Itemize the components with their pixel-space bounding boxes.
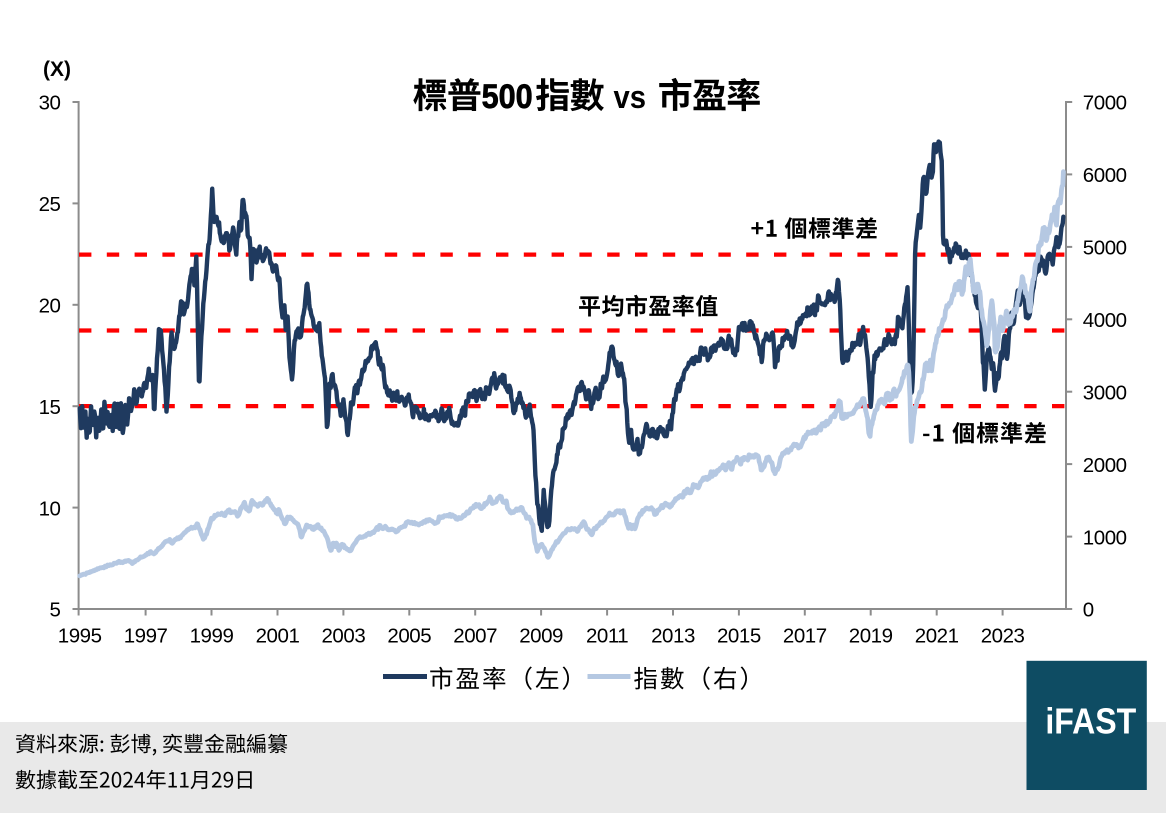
- svg-text:4000: 4000: [1083, 309, 1127, 332]
- svg-text:2005: 2005: [387, 625, 431, 648]
- svg-text:2023: 2023: [981, 625, 1025, 648]
- svg-text:7000: 7000: [1083, 92, 1127, 115]
- svg-text:3000: 3000: [1083, 381, 1127, 404]
- svg-text:500: 500: [482, 78, 533, 116]
- svg-text:20: 20: [39, 295, 61, 318]
- svg-text:2001: 2001: [256, 625, 300, 648]
- svg-text:2015: 2015: [717, 625, 761, 648]
- svg-text:2021: 2021: [915, 625, 959, 648]
- svg-text:2003: 2003: [321, 625, 365, 648]
- svg-text:2013: 2013: [651, 625, 695, 648]
- svg-text:2009: 2009: [519, 625, 563, 648]
- svg-text:2007: 2007: [453, 625, 497, 648]
- svg-text:2019: 2019: [849, 625, 893, 648]
- svg-text:2017: 2017: [783, 625, 827, 648]
- svg-text:vs: vs: [614, 79, 647, 116]
- svg-text:5000: 5000: [1083, 237, 1127, 260]
- svg-text:(X): (X): [43, 58, 71, 81]
- svg-text:10: 10: [39, 497, 61, 520]
- svg-text:5: 5: [50, 599, 61, 622]
- svg-text:6000: 6000: [1083, 164, 1127, 187]
- svg-text:25: 25: [39, 193, 61, 216]
- svg-text:1995: 1995: [58, 625, 102, 648]
- svg-text:1997: 1997: [124, 625, 168, 648]
- svg-text:30: 30: [39, 92, 61, 115]
- svg-text:2011: 2011: [586, 625, 628, 648]
- svg-text:0: 0: [1083, 599, 1094, 622]
- svg-text:1000: 1000: [1083, 526, 1127, 549]
- svg-text:15: 15: [39, 396, 61, 419]
- svg-text:iFAST: iFAST: [1045, 702, 1136, 742]
- svg-text:1999: 1999: [190, 625, 234, 648]
- svg-text:2000: 2000: [1083, 454, 1127, 477]
